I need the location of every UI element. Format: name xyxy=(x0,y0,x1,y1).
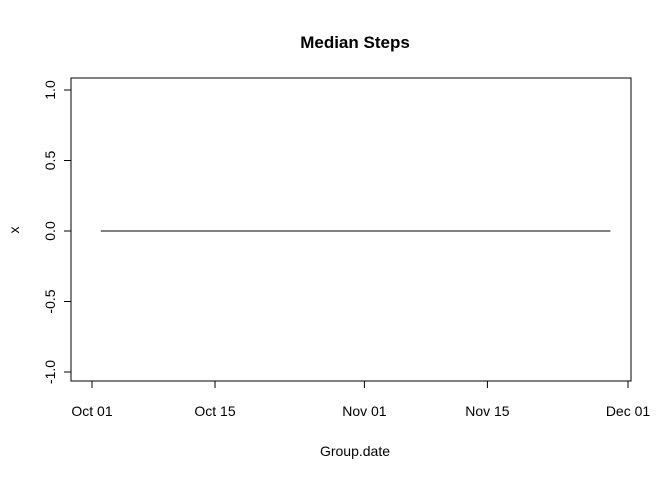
x-tick-label: Nov 01 xyxy=(342,403,387,419)
y-tick-label: 1.0 xyxy=(42,80,58,100)
y-axis: -1.0 -0.5 0.0 0.5 1.0 xyxy=(42,80,72,384)
x-axis-label: Group.date xyxy=(320,443,390,459)
x-axis: Oct 01 Oct 15 Nov 01 Nov 15 Dec 01 xyxy=(71,380,651,419)
x-tick-label: Dec 01 xyxy=(606,403,651,419)
y-tick-label: -0.5 xyxy=(42,289,58,313)
y-axis-label: x xyxy=(6,227,22,234)
x-tick-label: Nov 15 xyxy=(465,403,510,419)
y-tick-label: 0.0 xyxy=(42,221,58,241)
x-tick-label: Oct 01 xyxy=(71,403,112,419)
chart-title: Median Steps xyxy=(300,33,410,52)
y-tick-label: -1.0 xyxy=(42,360,58,384)
plot-frame xyxy=(70,77,632,382)
y-tick-label: 0.5 xyxy=(42,151,58,171)
x-tick-label: Oct 15 xyxy=(194,403,235,419)
